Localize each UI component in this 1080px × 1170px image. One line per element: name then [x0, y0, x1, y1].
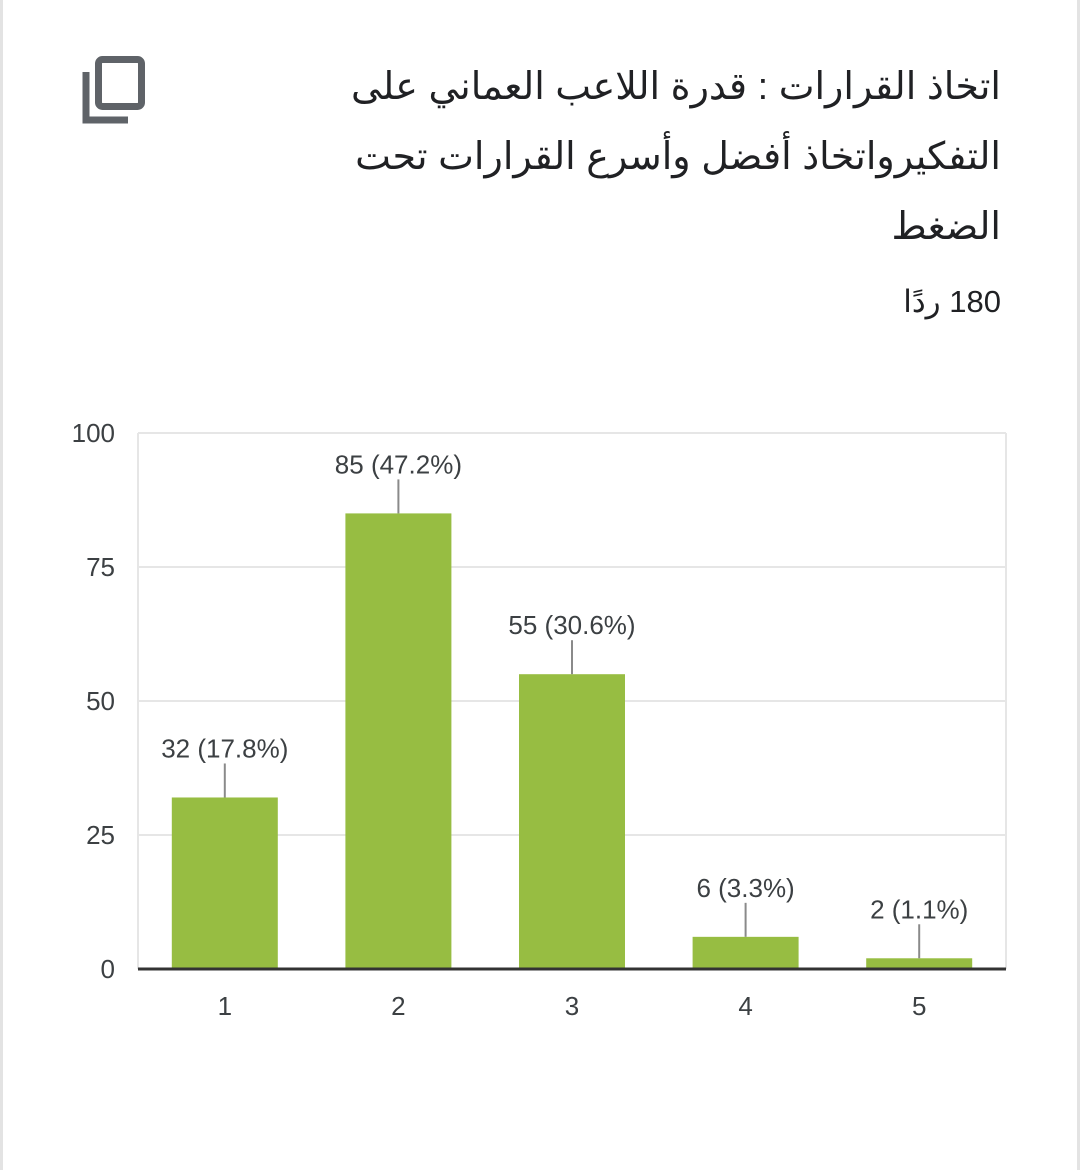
data-label: 32 (17.8%) — [161, 733, 288, 763]
x-axis-ticks: 1 2 3 4 5 — [218, 991, 927, 1021]
response-count: 180 ردًا — [903, 284, 1001, 319]
bar — [171, 797, 278, 969]
y-tick-label: 100 — [72, 418, 115, 448]
y-tick-label: 75 — [86, 552, 115, 582]
y-tick-label: 0 — [101, 954, 115, 984]
y-axis-ticks: 0 25 50 75 100 — [72, 418, 115, 984]
copy-icon — [82, 56, 145, 124]
x-tick-label: 4 — [738, 991, 752, 1021]
copy-chart-button[interactable] — [81, 54, 147, 126]
y-tick-label: 25 — [86, 820, 115, 850]
bar — [866, 958, 973, 969]
bar — [345, 513, 452, 969]
y-tick-label: 50 — [86, 686, 115, 716]
bar — [519, 674, 625, 969]
question-title: اتخاذ القرارات : قدرة اللاعب العماني على… — [351, 66, 1001, 248]
label-leaders — [223, 479, 921, 959]
x-tick-label: 5 — [912, 991, 926, 1021]
data-label: 6 (3.3%) — [696, 873, 794, 903]
x-tick-label: 2 — [391, 991, 405, 1021]
bar — [692, 936, 799, 969]
data-labels: 32 (17.8%) 85 (47.2%) 55 (30.6%) 6 (3.3%) 2 … — [161, 449, 968, 924]
bars — [171, 513, 973, 969]
question-header: اتخاذ القرارات : قدرة اللاعب العماني على… — [73, 52, 1001, 332]
x-tick-label: 3 — [565, 991, 579, 1021]
data-label: 55 (30.6%) — [508, 610, 635, 640]
data-label: 85 (47.2%) — [335, 449, 462, 479]
x-tick-label: 1 — [218, 991, 232, 1021]
data-label: 2 (1.1%) — [870, 894, 968, 924]
